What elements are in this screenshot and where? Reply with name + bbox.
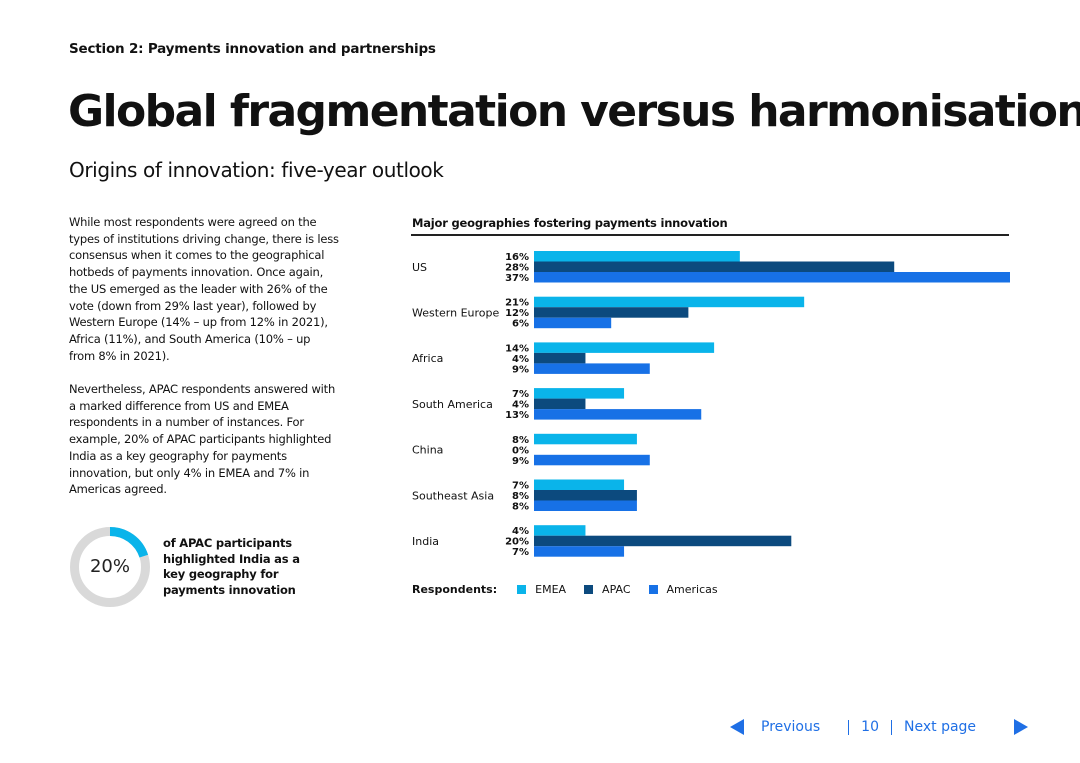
bar-india-apac	[534, 535, 792, 547]
legend-swatch-americas	[648, 585, 658, 594]
bar-india-emea	[534, 525, 586, 536]
value-label-western-europe-americas: 6%	[512, 319, 529, 330]
nav-divider	[848, 719, 850, 735]
legend-label-americas: Americas	[666, 583, 718, 596]
page-subtitle: Origins of innovation: five-year outlook	[69, 158, 444, 182]
bar-africa-apac	[534, 352, 586, 364]
value-label-us-americas: 37%	[505, 273, 529, 284]
legend-item-americas: Americas	[648, 583, 718, 596]
chart-title: Major geographies fostering payments inn…	[412, 216, 728, 230]
previous-link[interactable]: Previous	[761, 719, 821, 735]
value-label-south-america-apac: 4%	[512, 400, 529, 411]
bar-western-europe-americas	[534, 317, 612, 329]
bar-south-america-emea	[534, 388, 625, 399]
section-label: Section 2: Payments innovation and partn…	[69, 41, 436, 57]
value-label-southeast-asia-emea: 7%	[512, 481, 529, 492]
value-label-china-americas: 9%	[512, 456, 529, 467]
bar-us-emea	[534, 251, 740, 262]
legend-item-emea: EMEA	[517, 583, 566, 596]
value-label-southeast-asia-apac: 8%	[512, 491, 529, 502]
legend-label-apac: APAC	[602, 583, 631, 596]
next-page-link[interactable]: Next page	[904, 719, 977, 735]
donut-chart	[70, 527, 150, 607]
body-paragraph-2: Nevertheless, APAC respondents answered …	[69, 382, 336, 497]
category-label-us: US	[412, 261, 427, 274]
page-title: Global fragmentation versus harmonisatio…	[68, 86, 1080, 137]
category-label-south-america: South America	[412, 398, 493, 411]
legend-label-emea: EMEA	[535, 583, 567, 596]
value-label-western-europe-apac: 12%	[505, 308, 529, 319]
value-label-southeast-asia-americas: 8%	[512, 502, 529, 513]
previous-arrow-icon[interactable]	[730, 719, 744, 735]
body-paragraph-1: While most respondents were agreed on th…	[69, 215, 339, 363]
bar-china-emea	[534, 433, 637, 445]
chart-title-rule	[411, 234, 1009, 236]
bar-us-apac	[534, 261, 895, 272]
value-label-india-americas: 7%	[512, 547, 529, 558]
legend-swatch-apac	[584, 585, 594, 594]
bar-southeast-asia-emea	[534, 479, 625, 490]
bar-western-europe-emea	[534, 296, 805, 308]
legend-title: Respondents:	[412, 583, 498, 596]
category-label-africa: Africa	[412, 352, 443, 365]
legend-item-apac: APAC	[584, 583, 631, 596]
bar-india-americas	[534, 546, 625, 557]
value-label-india-emea: 4%	[512, 526, 529, 537]
legend-swatch-emea	[517, 585, 527, 594]
next-arrow-icon[interactable]	[1014, 719, 1029, 735]
category-label-western-europe: Western Europe	[412, 306, 500, 319]
category-label-china: China	[412, 444, 443, 457]
bar-south-america-apac	[534, 398, 586, 410]
footer-navigation: Previous 10 Next page	[730, 716, 1029, 738]
callout-text: of APAC participants highlighted India a…	[163, 536, 300, 597]
nav-divider	[891, 719, 892, 735]
value-label-africa-apac: 4%	[512, 354, 529, 365]
page-number: 10	[861, 719, 879, 735]
donut-value-arc	[70, 527, 150, 607]
chart-legend: Respondents: EMEA APAC Americas	[412, 583, 736, 596]
bar-africa-emea	[534, 342, 715, 353]
donut-value-label: 20%	[89, 556, 130, 577]
bar-china-americas	[534, 454, 650, 466]
body-text: While most respondents were agreed on th…	[69, 214, 339, 515]
value-label-africa-americas: 9%	[512, 364, 529, 375]
value-label-china-apac: 0%	[512, 445, 529, 456]
bar-western-europe-apac	[534, 307, 689, 318]
value-label-china-emea: 8%	[512, 435, 529, 446]
bar-southeast-asia-apac	[534, 490, 637, 501]
bar-us-americas	[534, 272, 1010, 283]
value-label-western-europe-emea: 21%	[505, 298, 529, 309]
bar-africa-americas	[534, 363, 650, 374]
value-label-india-apac: 20%	[505, 537, 529, 548]
bar-south-america-americas	[534, 409, 702, 420]
value-label-south-america-emea: 7%	[512, 389, 529, 400]
value-label-africa-emea: 14%	[505, 343, 529, 354]
value-label-us-emea: 16%	[505, 252, 529, 263]
bar-southeast-asia-americas	[534, 500, 637, 511]
category-label-india: India	[412, 535, 439, 548]
value-label-south-america-americas: 13%	[505, 410, 529, 421]
category-label-southeast-asia: Southeast Asia	[412, 489, 494, 502]
value-label-us-apac: 28%	[505, 263, 529, 274]
